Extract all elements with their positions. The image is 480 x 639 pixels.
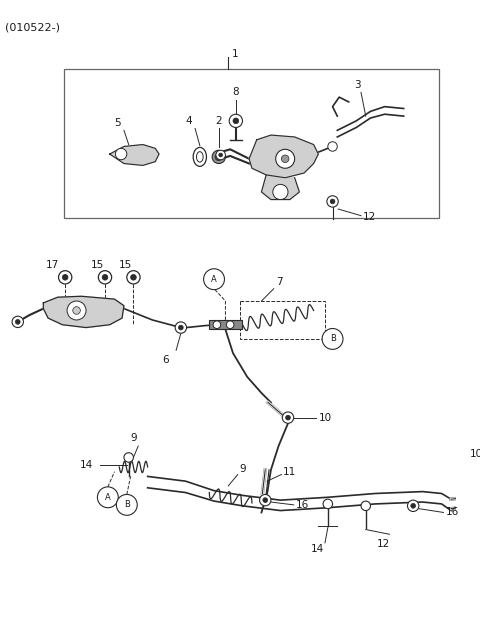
Circle shape xyxy=(97,487,118,508)
Text: (010522-): (010522-) xyxy=(5,23,60,33)
Text: 17: 17 xyxy=(46,260,60,270)
Circle shape xyxy=(213,321,221,328)
Circle shape xyxy=(276,150,295,168)
Text: 5: 5 xyxy=(114,118,121,128)
Text: 8: 8 xyxy=(232,88,239,97)
Circle shape xyxy=(411,504,416,508)
Circle shape xyxy=(127,271,140,284)
Circle shape xyxy=(73,307,80,314)
Circle shape xyxy=(131,275,136,280)
Circle shape xyxy=(273,185,288,199)
Circle shape xyxy=(12,316,24,328)
Bar xyxy=(209,320,242,330)
Circle shape xyxy=(15,320,20,324)
Circle shape xyxy=(115,148,127,160)
Circle shape xyxy=(212,150,226,164)
Circle shape xyxy=(98,271,112,284)
Polygon shape xyxy=(110,144,159,166)
Text: 16: 16 xyxy=(445,507,459,518)
Text: B: B xyxy=(330,334,336,343)
Circle shape xyxy=(204,269,225,289)
Ellipse shape xyxy=(196,151,203,162)
Circle shape xyxy=(179,325,183,330)
Text: 12: 12 xyxy=(363,212,376,222)
Polygon shape xyxy=(262,175,300,199)
Text: 6: 6 xyxy=(162,355,168,365)
Circle shape xyxy=(227,321,234,328)
Text: 7: 7 xyxy=(276,277,282,287)
Circle shape xyxy=(322,328,343,350)
Circle shape xyxy=(175,322,187,334)
Circle shape xyxy=(62,275,68,280)
Text: 9: 9 xyxy=(131,433,137,443)
Circle shape xyxy=(408,500,419,511)
Text: A: A xyxy=(211,275,217,284)
Circle shape xyxy=(286,415,290,420)
Text: 4: 4 xyxy=(186,116,192,126)
Text: 9: 9 xyxy=(240,464,246,474)
Text: 14: 14 xyxy=(79,460,93,470)
Bar xyxy=(240,301,325,339)
Polygon shape xyxy=(249,135,318,178)
Circle shape xyxy=(215,153,223,160)
Text: 10: 10 xyxy=(318,413,332,422)
Circle shape xyxy=(233,118,239,124)
Circle shape xyxy=(216,150,226,160)
Ellipse shape xyxy=(193,148,206,166)
Text: 12: 12 xyxy=(377,539,390,549)
Circle shape xyxy=(59,271,72,284)
Circle shape xyxy=(281,155,289,162)
Circle shape xyxy=(260,495,271,506)
Circle shape xyxy=(475,456,480,466)
Bar xyxy=(64,69,439,217)
Text: 2: 2 xyxy=(215,116,222,126)
Circle shape xyxy=(102,275,108,280)
Text: 3: 3 xyxy=(354,80,361,90)
Circle shape xyxy=(229,114,242,128)
Polygon shape xyxy=(43,296,124,328)
Circle shape xyxy=(124,452,133,462)
Circle shape xyxy=(327,196,338,207)
Circle shape xyxy=(361,501,371,511)
Circle shape xyxy=(67,301,86,320)
Text: 11: 11 xyxy=(283,466,297,477)
Circle shape xyxy=(116,495,137,515)
Circle shape xyxy=(282,412,294,423)
Text: 16: 16 xyxy=(296,500,309,510)
Circle shape xyxy=(323,499,333,509)
Circle shape xyxy=(219,153,223,157)
Text: 10: 10 xyxy=(470,449,480,459)
Text: 1: 1 xyxy=(232,49,239,59)
Circle shape xyxy=(328,142,337,151)
Circle shape xyxy=(263,498,268,502)
Circle shape xyxy=(330,199,335,204)
Text: 15: 15 xyxy=(91,260,104,270)
Text: 15: 15 xyxy=(119,260,132,270)
Text: 14: 14 xyxy=(311,544,324,555)
Text: A: A xyxy=(105,493,111,502)
Text: B: B xyxy=(124,500,130,509)
